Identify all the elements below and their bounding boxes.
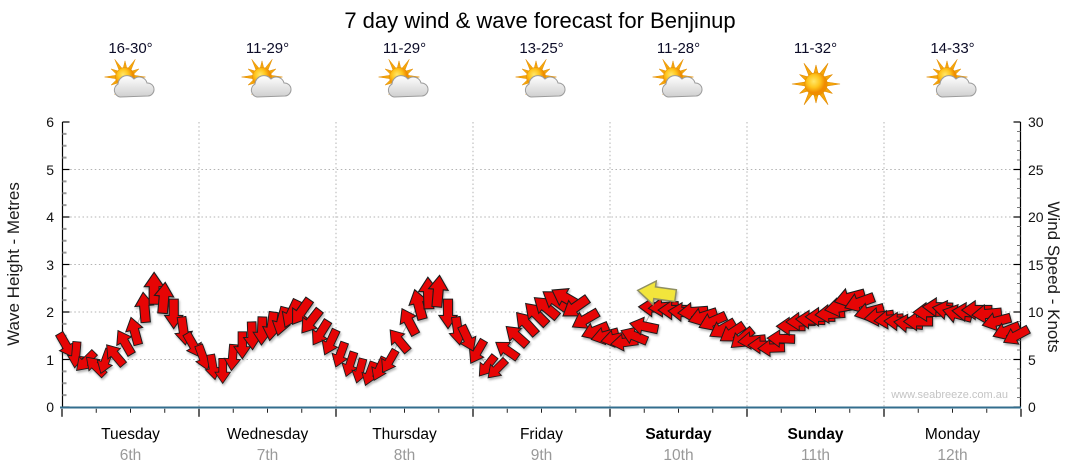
wind-speed-tick-label: 30 bbox=[1028, 114, 1044, 130]
wave-height-tick-label: 1 bbox=[46, 351, 54, 368]
day-axis-label: Wednesday 7th bbox=[200, 426, 336, 465]
wind-arrow bbox=[125, 316, 144, 347]
weather-icon-sunny bbox=[791, 62, 840, 106]
day-name: Thursday bbox=[372, 426, 437, 443]
wind-speed-tick-label: 10 bbox=[1028, 304, 1044, 320]
day-axis-label: Friday 9th bbox=[474, 426, 610, 465]
wave-height-axis-label: Wave Height - Metres bbox=[4, 182, 23, 346]
wave-height-tick-label: 0 bbox=[46, 399, 54, 415]
weather-icon-partly-cloudy bbox=[378, 59, 428, 98]
wind-arrow bbox=[737, 331, 767, 351]
day-axis-label: Saturday 10th bbox=[611, 426, 747, 465]
wave-height-tick-label: 5 bbox=[46, 161, 54, 178]
day-date: 12th bbox=[937, 447, 968, 464]
day-temperature-range: 11-29° bbox=[245, 40, 290, 57]
wind-speed-tick-label: 15 bbox=[1028, 256, 1044, 273]
wind-arrow bbox=[311, 317, 333, 346]
wind-arrow bbox=[766, 329, 796, 349]
day-temperature-range: 14-33° bbox=[930, 40, 975, 57]
day-forecast-header: 14-33° bbox=[908, 40, 998, 115]
wind-arrows-group bbox=[54, 271, 1031, 387]
day-name: Tuesday bbox=[101, 426, 160, 443]
day-name: Friday bbox=[519, 426, 564, 443]
day-temperature-range: 13-25° bbox=[519, 40, 564, 57]
wind-arrow bbox=[116, 329, 136, 357]
day-forecast-header: 16-30° bbox=[86, 40, 176, 115]
day-temperature-range: 11-29° bbox=[382, 40, 427, 57]
wind-arrow bbox=[457, 323, 477, 352]
wind-arrow bbox=[331, 340, 350, 368]
day-date: 8th bbox=[393, 447, 416, 464]
day-axis-label: Tuesday 6th bbox=[63, 426, 199, 465]
wind-arrow bbox=[487, 356, 510, 379]
wind-arrow bbox=[381, 347, 400, 374]
day-date: 10th bbox=[663, 447, 694, 464]
weather-icon-partly-cloudy bbox=[926, 59, 976, 98]
day-temperature-range: 11-32° bbox=[793, 40, 838, 57]
weather-icon-partly-cloudy bbox=[241, 59, 291, 98]
wind-arrow bbox=[321, 327, 341, 356]
day-name: Saturday bbox=[645, 426, 712, 443]
day-name: Monday bbox=[924, 426, 981, 443]
day-date: 9th bbox=[530, 447, 553, 464]
day-forecast-header: 11-29° bbox=[360, 40, 450, 115]
day-date: 6th bbox=[119, 447, 142, 464]
chart-title: 7 day wind & wave forecast for Benjinup bbox=[344, 8, 736, 33]
day-name: Sunday bbox=[787, 426, 844, 443]
weather-icon-partly-cloudy bbox=[515, 59, 565, 98]
wind-arrow bbox=[389, 329, 412, 355]
wind-arrow bbox=[505, 325, 531, 350]
day-axis-label: Sunday 11th bbox=[748, 426, 884, 465]
wind-speed-tick-label: 20 bbox=[1028, 209, 1044, 225]
day-axis-label: Thursday 8th bbox=[337, 426, 473, 465]
wind-arrow bbox=[1002, 324, 1031, 345]
wind-arrow bbox=[495, 341, 521, 362]
day-temperature-range: 11-28° bbox=[656, 40, 701, 57]
weather-icon-partly-cloudy bbox=[652, 59, 702, 98]
day-date: 11th bbox=[800, 447, 831, 464]
wind-arrow bbox=[469, 337, 489, 365]
day-name: Wednesday bbox=[226, 426, 309, 443]
wind-arrow bbox=[153, 281, 175, 315]
wind-arrow bbox=[106, 344, 128, 369]
wave-height-tick-label: 2 bbox=[46, 304, 54, 320]
wind-arrow bbox=[590, 326, 620, 346]
wind-speed-tick-label: 5 bbox=[1028, 351, 1036, 368]
wave-height-tick-label: 4 bbox=[46, 209, 54, 225]
wind-arrow bbox=[399, 307, 421, 338]
wind-arrow bbox=[301, 306, 324, 334]
wind-arrow bbox=[214, 357, 232, 385]
wind-arrow bbox=[427, 274, 450, 308]
wind-arrow bbox=[628, 316, 660, 336]
day-forecast-header: 11-29° bbox=[223, 40, 313, 115]
wind-speed-tick-label: 0 bbox=[1028, 399, 1036, 415]
now-wind-arrow bbox=[636, 279, 678, 306]
weather-icon-partly-cloudy bbox=[104, 59, 154, 98]
day-temperature-range: 16-30° bbox=[108, 40, 153, 57]
day-forecast-header: 11-28° bbox=[634, 40, 724, 115]
wave-height-tick-label: 3 bbox=[46, 256, 54, 273]
wave-height-tick-label: 6 bbox=[46, 114, 54, 130]
watermark: www.seabreeze.com.au bbox=[891, 389, 1008, 401]
wind-speed-tick-label: 25 bbox=[1028, 161, 1044, 178]
day-forecast-header: 11-32° bbox=[771, 40, 861, 115]
day-forecast-header: 13-25° bbox=[497, 40, 587, 115]
day-date: 7th bbox=[256, 447, 279, 464]
day-axis-label: Monday 12th bbox=[885, 426, 1021, 465]
